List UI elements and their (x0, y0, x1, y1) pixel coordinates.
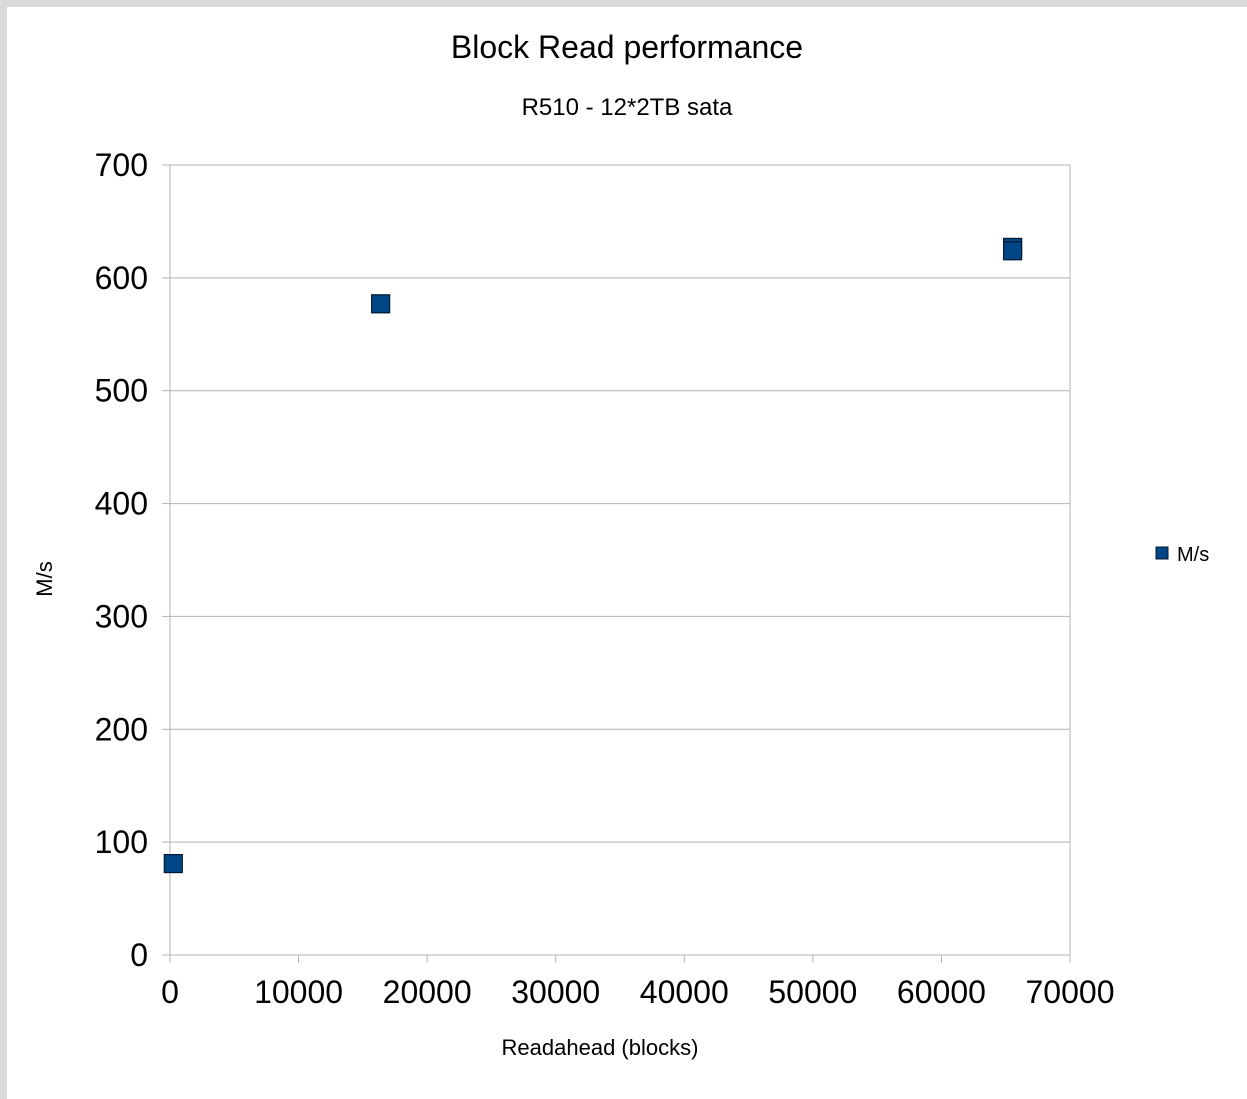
y-tick-label: 500 (95, 373, 148, 409)
data-points (163, 237, 1023, 874)
y-tick-label: 600 (95, 260, 148, 296)
y-tick-label: 100 (95, 824, 148, 860)
x-tick-label: 70000 (1026, 974, 1115, 1010)
x-tick-label: 20000 (383, 974, 472, 1010)
gridlines (170, 164, 1070, 956)
legend: M/s (1155, 544, 1209, 566)
x-axis-ticks: 0 10000 20000 30000 40000 50000 60000 70000 (161, 955, 1114, 1010)
x-tick-label: 50000 (768, 974, 857, 1010)
scatter-chart: Block Read performance R510 - 12*2TB sat… (32, 29, 1209, 1060)
legend-label: M/s (1177, 544, 1209, 566)
x-axis-label: Readahead (blocks) (502, 1035, 699, 1060)
y-tick-label: 0 (130, 937, 148, 973)
plot-area (169, 164, 1071, 956)
data-point (371, 294, 391, 314)
x-tick-label: 40000 (640, 974, 729, 1010)
x-tick-label: 30000 (511, 974, 600, 1010)
data-point (1003, 241, 1023, 261)
y-tick-label: 300 (95, 598, 148, 634)
x-tick-label: 0 (161, 974, 179, 1010)
x-tick-label: 10000 (254, 974, 343, 1010)
chart-title: Block Read performance (451, 29, 803, 65)
y-axis-ticks: 0 100 200 300 400 500 600 700 (95, 147, 170, 973)
x-tick-label: 60000 (897, 974, 986, 1010)
y-tick-label: 700 (95, 147, 148, 183)
legend-swatch (1155, 546, 1169, 560)
y-axis-label: M/s (32, 561, 57, 596)
chart-subtitle: R510 - 12*2TB sata (522, 94, 733, 121)
data-point (163, 853, 183, 874)
y-tick-label: 200 (95, 711, 148, 747)
chart-frame: Block Read performance R510 - 12*2TB sat… (7, 7, 1247, 1099)
y-tick-label: 400 (95, 486, 148, 522)
